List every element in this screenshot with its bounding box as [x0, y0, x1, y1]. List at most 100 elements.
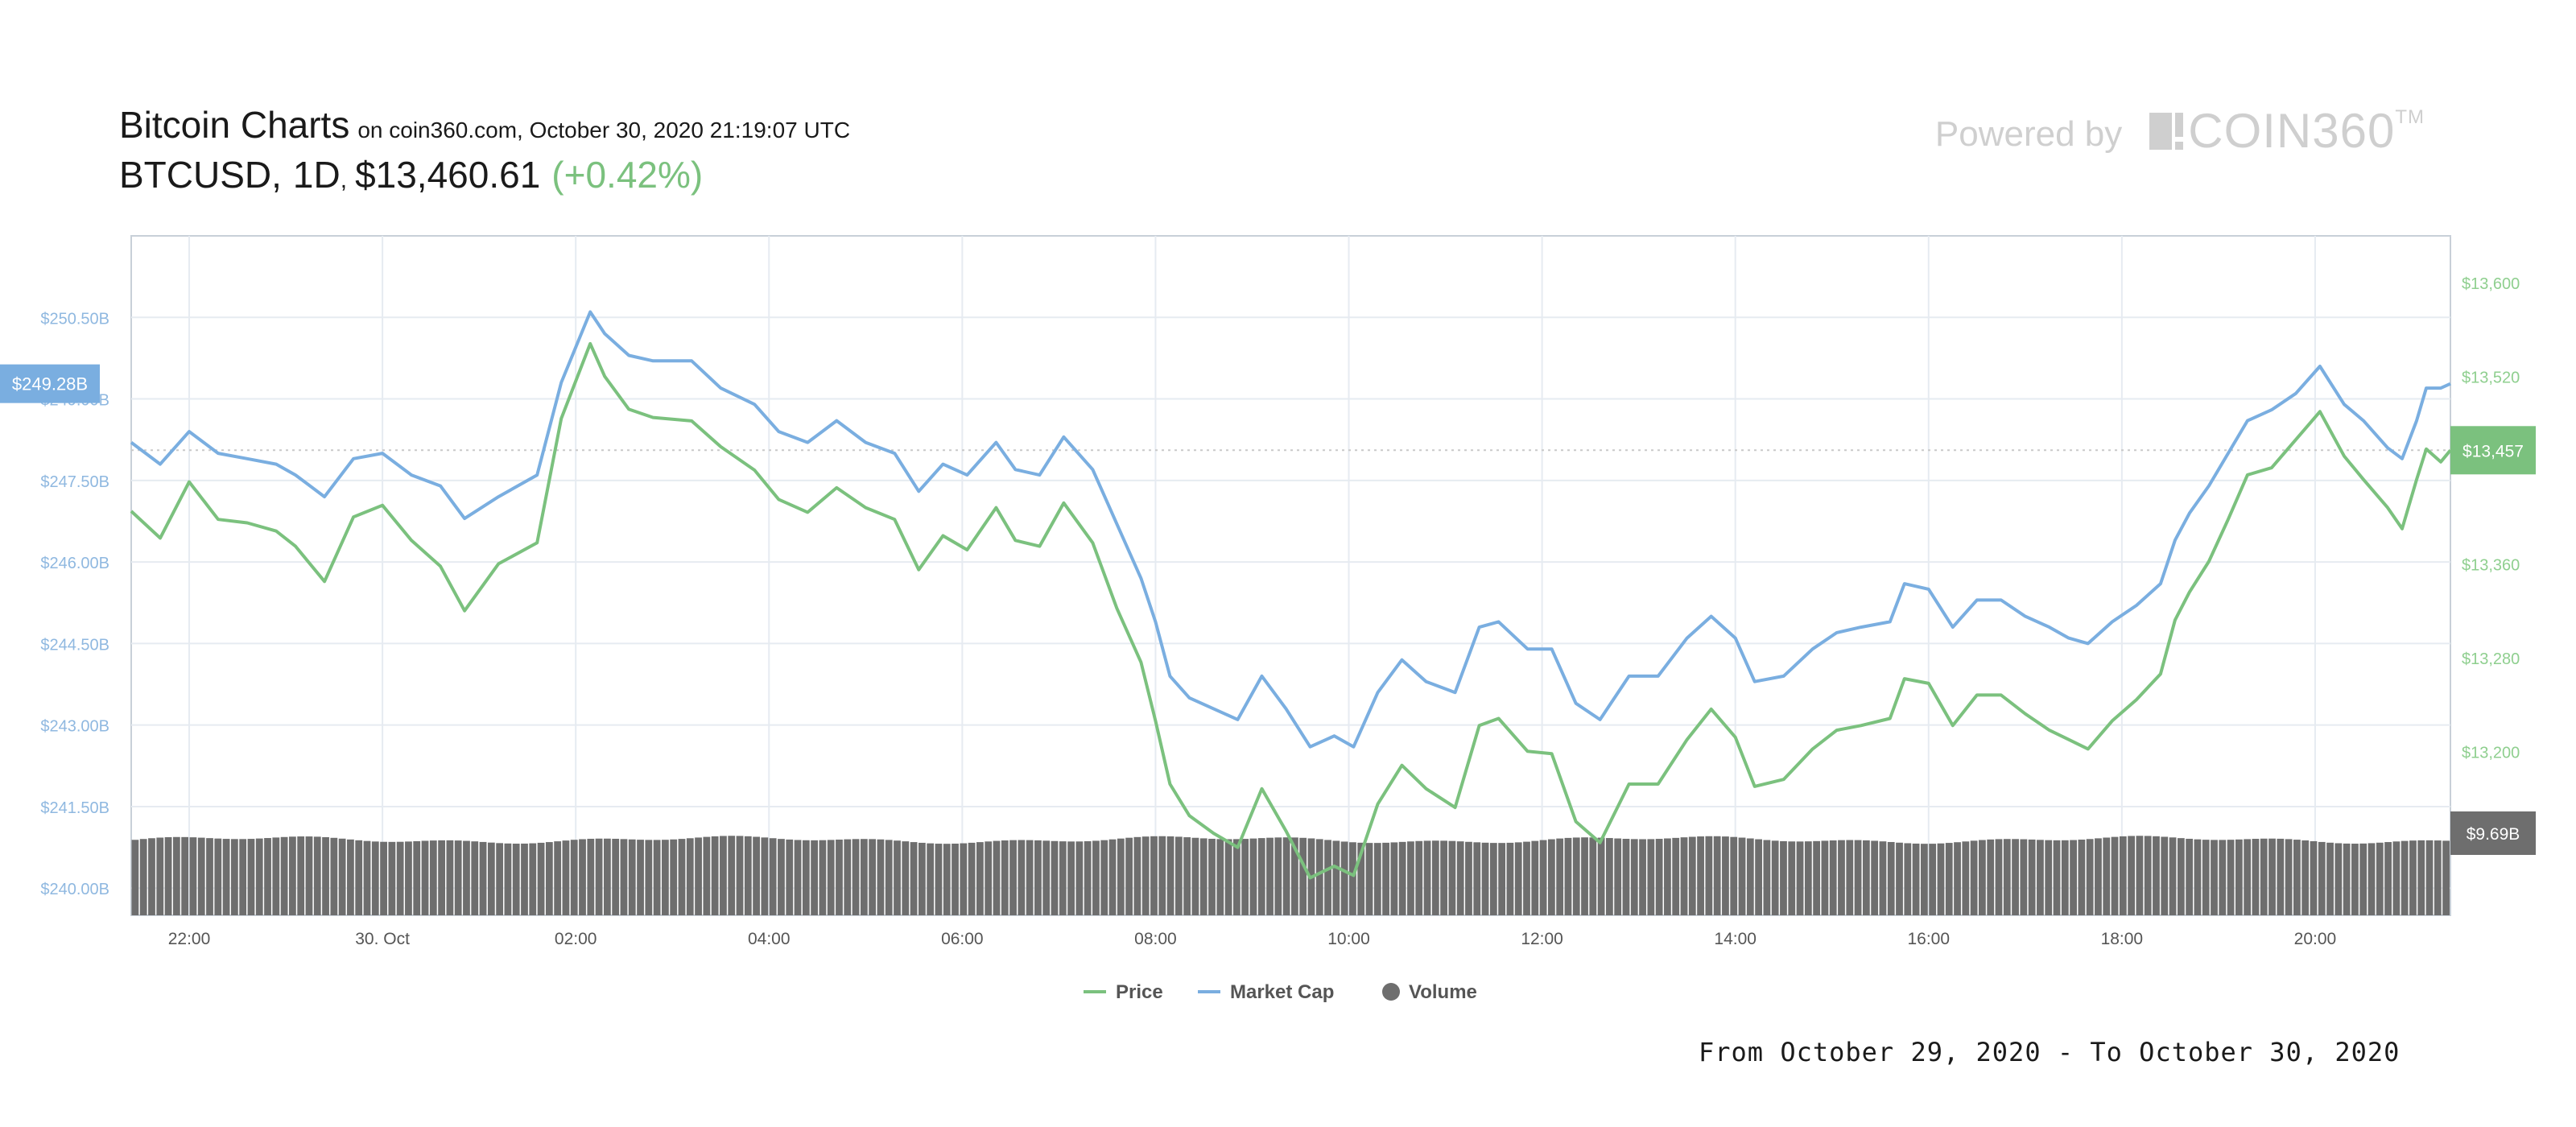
coin360-logo-icon [2149, 112, 2184, 150]
volume-bar [2401, 840, 2409, 915]
volume-bar [1059, 841, 1067, 915]
volume-bar [2003, 839, 2011, 915]
volume-bar [1299, 837, 1307, 915]
volume-bar [504, 843, 512, 915]
volume-bar [1547, 839, 1555, 915]
volume-bar [2301, 840, 2310, 915]
right-axis-tick: $13,600 [2462, 275, 2520, 293]
x-axis-tick: 12:00 [1521, 930, 1563, 948]
x-axis-tick: 30. Oct [355, 930, 410, 948]
volume-bar [918, 842, 926, 915]
price-change: (+0.42%) [551, 154, 704, 196]
volume-bar [1067, 841, 1075, 915]
volume-bar [313, 836, 321, 915]
volume-bar [711, 836, 719, 915]
volume-bar [869, 839, 877, 915]
volume-bar [1034, 840, 1042, 915]
volume-bar [1879, 841, 1887, 915]
volume-bar [736, 836, 744, 915]
volume-bar [2442, 840, 2450, 915]
right-axis-tick: $13,360 [2462, 556, 2520, 574]
volume-bar [1970, 840, 1978, 915]
x-axis-tick: 04:00 [748, 930, 791, 948]
volume-bar [338, 838, 346, 915]
volume-bar [1390, 842, 1398, 915]
right-axis-tick: $13,280 [2462, 650, 2520, 668]
volume-bar [612, 838, 620, 915]
price-row: BTCUSD, 1D, $13,460.61 (+0.42%) [119, 153, 850, 196]
volume-bar [1655, 839, 1663, 915]
volume-bar [1315, 839, 1323, 915]
volume-bar [2012, 839, 2019, 915]
volume-bar [620, 839, 628, 915]
volume-bar [2351, 844, 2359, 915]
volume-bar [471, 841, 479, 915]
volume-bar [454, 840, 462, 915]
volume-bar [1398, 841, 1406, 915]
volume-bar [686, 838, 694, 915]
volume-bar [164, 837, 172, 915]
volume-bar [1498, 843, 1506, 915]
volume-bar [156, 837, 164, 915]
volume-bar [1738, 837, 1746, 915]
volume-bar [1166, 836, 1174, 915]
volume-bar [2095, 838, 2102, 915]
volume-bar [1448, 840, 1456, 915]
volume-bar [1862, 840, 1870, 915]
volume-bar [1556, 838, 1564, 915]
volume-bar [197, 837, 205, 915]
volume-bar [413, 840, 421, 915]
volume-bar [1763, 840, 1771, 915]
volume-bar [1713, 836, 1721, 915]
volume-bar [2359, 843, 2368, 915]
volume-bar [1896, 842, 1903, 915]
left-axis-tick: $244.50B [40, 636, 109, 654]
volume-bar [2119, 836, 2127, 915]
volume-bar [2186, 838, 2194, 915]
volume-bar [2417, 840, 2425, 915]
volume-bar [1431, 840, 1439, 915]
interval-separator: , [340, 167, 348, 193]
volume-bar [479, 841, 487, 915]
volume-bar [637, 840, 644, 915]
volume-bar [2318, 841, 2326, 915]
left-axis-tick: $246.00B [40, 555, 109, 572]
volume-bar [1995, 839, 2003, 915]
volume-bar [744, 836, 752, 915]
volume-bar [1788, 841, 1796, 915]
volume-bar [968, 842, 976, 915]
volume-bar [355, 840, 363, 915]
volume-bar [2070, 840, 2077, 915]
volume-bar [1282, 837, 1290, 915]
legend-volume-swatch [1382, 983, 1400, 1001]
volume-bar [720, 836, 727, 915]
volume-bar [653, 840, 661, 915]
volume-bar [786, 839, 794, 915]
volume-bar [1523, 841, 1530, 915]
volume-bar [860, 839, 868, 915]
volume-bar [189, 837, 197, 915]
volume-bar [570, 840, 578, 915]
volume-bar [1887, 841, 1895, 915]
volume-bar [2227, 840, 2235, 915]
volume-bar [421, 840, 429, 915]
volume-bar [1051, 840, 1059, 915]
volume-bar [2293, 840, 2301, 915]
volume-bar [1705, 836, 1713, 915]
volume-bar [1257, 838, 1265, 915]
volume-bar [2086, 839, 2094, 915]
volume-bar [885, 840, 893, 915]
volume-bar [1208, 838, 1216, 915]
pair-label: BTCUSD [119, 154, 272, 196]
chart-grid [130, 235, 2451, 916]
volume-bar [288, 836, 296, 915]
volume-bar [1117, 838, 1125, 915]
x-axis-tick: 08:00 [1134, 930, 1177, 948]
volume-bar [1018, 840, 1026, 915]
pair-comma: , [271, 154, 282, 196]
volume-bar [1838, 840, 1845, 915]
volume-bar [1962, 841, 1970, 915]
x-axis-tick: 02:00 [555, 930, 597, 948]
volume-bar [139, 839, 147, 915]
volume-bar [628, 839, 636, 915]
